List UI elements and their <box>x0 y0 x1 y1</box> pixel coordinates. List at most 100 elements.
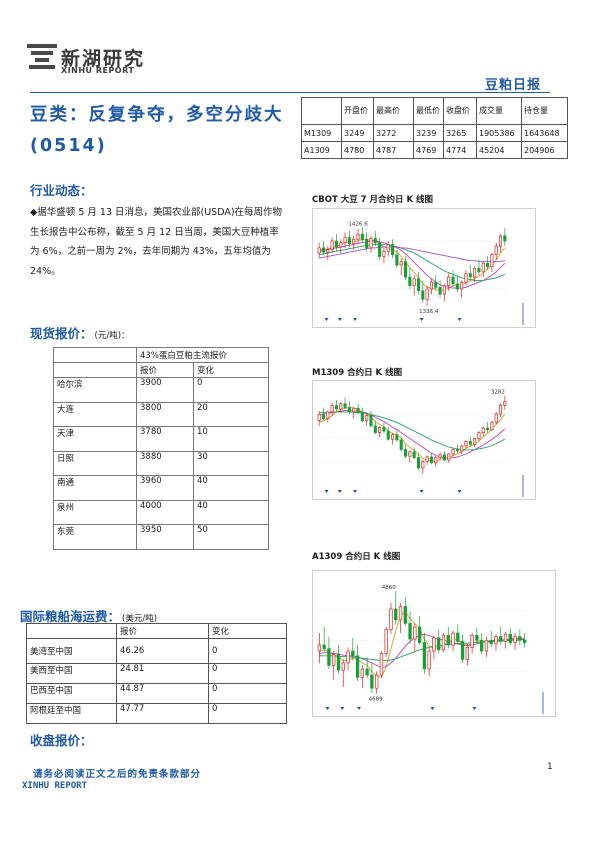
candle-body <box>408 276 412 286</box>
table-row: 南通 3960 40 <box>53 475 269 501</box>
candlestick <box>327 636 331 669</box>
candle-body <box>508 633 512 643</box>
candlestick <box>468 437 472 447</box>
candlestick <box>408 450 412 463</box>
change-cell: 40 <box>193 499 269 525</box>
price-cell: 44.87 <box>116 683 209 704</box>
candle-body <box>321 247 326 253</box>
candle-body <box>330 405 334 413</box>
candle-body <box>455 449 459 452</box>
city-cell: 日照 <box>53 450 137 476</box>
table-cell: 4787 <box>373 141 414 159</box>
candle-body <box>481 427 485 433</box>
logo-text-en: XINHU REPORT <box>61 66 135 75</box>
event-marker <box>472 707 477 710</box>
event-marker <box>419 490 424 493</box>
candle-body <box>370 674 374 689</box>
candlestick <box>473 266 477 283</box>
candle-body <box>490 421 494 430</box>
candlestick <box>373 420 377 435</box>
candle-body <box>386 430 390 440</box>
table-header-cell: 报价 <box>116 623 209 639</box>
route-cell: 巴西至中国 <box>26 683 117 704</box>
candle-body <box>479 639 484 652</box>
table-row: 美西至中国 24.81 0 <box>26 663 287 684</box>
candlestick <box>403 256 408 281</box>
candlestick <box>490 253 494 272</box>
change-cell: 20 <box>193 401 269 427</box>
candle-body <box>360 668 365 678</box>
candlestick <box>365 657 369 679</box>
price-cell: 3900 <box>136 377 194 403</box>
table-row: 巴西至中国 44.87 0 <box>26 683 287 704</box>
candlestick <box>352 406 356 419</box>
candle-body <box>384 629 388 654</box>
candlestick <box>460 445 464 454</box>
candlestick <box>464 270 468 286</box>
candlestick <box>355 645 360 681</box>
table-header-cell: 最高价 <box>373 97 414 125</box>
candle-body <box>425 288 429 300</box>
candle-body <box>334 405 338 410</box>
candle-body <box>365 668 369 676</box>
candlestick <box>522 633 527 648</box>
candle-body <box>343 403 347 408</box>
change-cell: 0 <box>208 683 287 704</box>
event-marker <box>430 707 435 710</box>
candle-body <box>391 434 395 440</box>
candlestick <box>339 401 343 413</box>
candlestick <box>451 630 455 651</box>
table-group-header: 43%蛋白豆粕主流报价 <box>136 347 269 363</box>
table-cell <box>53 347 137 363</box>
candle-body <box>468 441 472 445</box>
candle-body <box>438 286 442 295</box>
table-header-cell <box>301 97 342 125</box>
candlestick <box>317 411 321 426</box>
candle-body <box>408 451 412 457</box>
candlestick <box>447 273 451 291</box>
candlestick <box>360 227 364 243</box>
section-title-text: 国际粮船海运费： <box>20 609 121 624</box>
moving-average-line <box>319 246 505 263</box>
industry-news-text: ◆据华盛顿 5 月 13 日消息，美国农业部(USDA)在每周作物生长报告中公布… <box>30 207 283 277</box>
candle-body <box>451 632 455 646</box>
city-cell: 南通 <box>53 475 137 501</box>
candle-body <box>334 240 338 248</box>
candlestick <box>447 453 451 463</box>
table-cell: 1643648 <box>521 124 568 142</box>
moving-average-line <box>319 639 525 662</box>
low-price-label: 1336.4 <box>419 309 439 315</box>
city-cell: 大连 <box>53 401 137 427</box>
candlestick <box>508 628 512 645</box>
route-cell: 美湾至中国 <box>26 638 117 664</box>
candlestick <box>442 283 446 301</box>
candlestick <box>490 420 494 432</box>
table-cell: 4780 <box>341 141 374 159</box>
candlestick <box>341 659 345 687</box>
candle-body <box>473 268 477 278</box>
table-cell: 204906 <box>521 141 568 159</box>
candle-body <box>416 278 421 292</box>
table-header-row: 开盘价 最高价 最低价 收盘价 成交量 持仓量 <box>301 97 568 125</box>
candle-body <box>356 407 360 413</box>
candle-body <box>412 451 416 459</box>
candlestick <box>334 400 338 412</box>
moving-average-line <box>319 409 506 459</box>
candle-body <box>355 655 360 678</box>
table-row: 哈尔滨 3900 0 <box>53 377 269 403</box>
candle-body <box>382 427 386 432</box>
candlestick <box>421 280 425 303</box>
event-marker <box>340 707 345 710</box>
candlestick <box>434 275 438 291</box>
candlestick <box>356 403 360 415</box>
candlestick <box>374 671 379 694</box>
candlestick <box>384 627 388 657</box>
candle-body <box>475 635 479 641</box>
candlestick <box>317 633 322 663</box>
candlestick <box>513 633 517 650</box>
candle-body <box>421 290 425 300</box>
candle-body <box>494 413 498 423</box>
candle-body <box>498 235 503 247</box>
price-cell: 46.26 <box>116 638 209 664</box>
candle-body <box>326 249 330 253</box>
